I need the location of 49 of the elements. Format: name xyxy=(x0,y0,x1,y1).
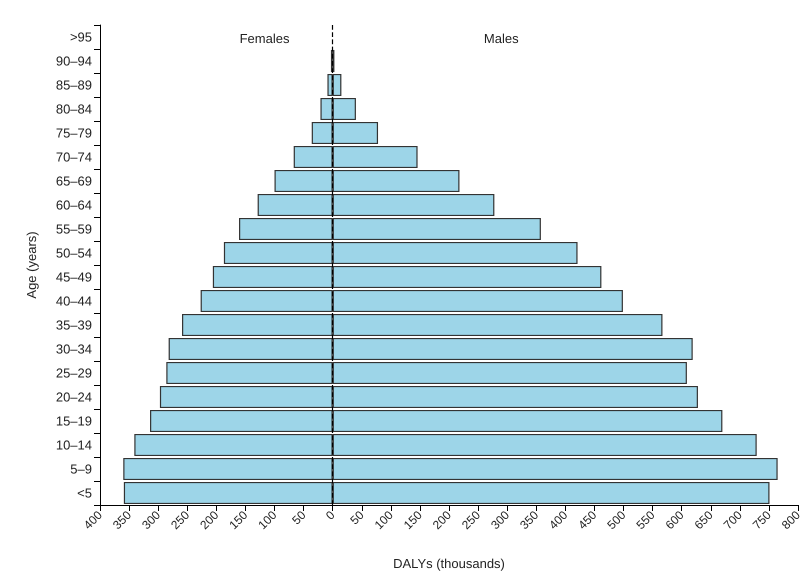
y-tick-label: <5 xyxy=(77,486,92,500)
x-tick-label: 100 xyxy=(255,508,280,532)
y-tick-label: 85–89 xyxy=(56,78,92,92)
x-tick-label: 400 xyxy=(546,508,571,532)
y-tick-label: 20–24 xyxy=(56,390,92,404)
y-tick-label: 45–49 xyxy=(56,270,92,284)
x-tick-label: 300 xyxy=(139,508,164,532)
x-tick-label: 200 xyxy=(430,508,454,532)
y-tick-label: 90–94 xyxy=(56,54,92,68)
x-tick-label: 650 xyxy=(692,508,716,532)
x-tick-label: 550 xyxy=(633,508,658,532)
y-tick-label: 80–84 xyxy=(56,102,92,116)
x-tick-label: 100 xyxy=(372,508,396,532)
y-tick-label: 35–39 xyxy=(56,318,92,332)
y-tick-label: 55–59 xyxy=(56,222,92,236)
x-tick-label: 50 xyxy=(347,508,367,528)
x-tick-label: 700 xyxy=(720,508,746,532)
x-tick-label: 250 xyxy=(168,508,192,532)
y-tick-label: 30–34 xyxy=(56,342,92,356)
x-tick-label: 400 xyxy=(80,508,106,532)
x-tick-label: 350 xyxy=(517,508,542,532)
x-tick-label: 600 xyxy=(662,508,687,532)
y-tick-label: 25–29 xyxy=(56,366,92,380)
annotation: Males xyxy=(484,31,520,46)
y-tick-label: 5–9 xyxy=(70,462,92,476)
x-tick-label: 750 xyxy=(750,508,774,532)
y-tick-label: 10–14 xyxy=(56,438,92,452)
annotation: Females xyxy=(240,31,290,46)
y-tick-label: 15–19 xyxy=(56,414,92,428)
x-tick-label: 0 xyxy=(323,508,338,523)
x-tick-label: 250 xyxy=(458,508,484,532)
x-tick-label: 150 xyxy=(400,508,426,532)
x-tick-label: 50 xyxy=(289,508,309,528)
x-axis-title: DALYs (thousands) xyxy=(393,556,505,571)
y-tick-label: 60–64 xyxy=(56,198,92,212)
x-tick-label: 300 xyxy=(488,508,512,532)
y-tick-label: 65–69 xyxy=(56,174,92,188)
y-tick-label: 70–74 xyxy=(56,150,92,164)
y-tick-label: >95 xyxy=(70,30,92,44)
x-tick-label: 800 xyxy=(778,508,804,532)
x-tick-label: 500 xyxy=(604,508,629,532)
y-tick-label: 40–44 xyxy=(56,294,92,308)
x-tick-label: 350 xyxy=(110,508,134,532)
y-tick-label: 50–54 xyxy=(56,246,92,260)
x-tick-label: 200 xyxy=(197,508,222,532)
x-tick-label: 450 xyxy=(575,508,600,532)
x-tick-label: 150 xyxy=(226,508,251,532)
y-tick-label: 75–79 xyxy=(56,126,92,140)
y-axis-title: Age (years) xyxy=(24,231,39,299)
